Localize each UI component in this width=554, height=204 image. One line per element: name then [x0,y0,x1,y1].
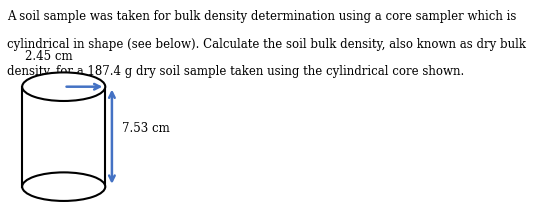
Text: cylindrical in shape (see below). Calculate the soil bulk density, also known as: cylindrical in shape (see below). Calcul… [7,38,526,51]
Bar [22,87,105,187]
Text: 7.53 cm: 7.53 cm [122,122,170,135]
Text: A soil sample was taken for bulk density determination using a core sampler whic: A soil sample was taken for bulk density… [7,10,516,23]
Text: density, for a 187.4 g dry soil sample taken using the cylindrical core shown.: density, for a 187.4 g dry soil sample t… [7,65,464,78]
Ellipse shape [22,72,105,101]
Ellipse shape [22,172,105,201]
Text: 2.45 cm: 2.45 cm [25,50,73,63]
